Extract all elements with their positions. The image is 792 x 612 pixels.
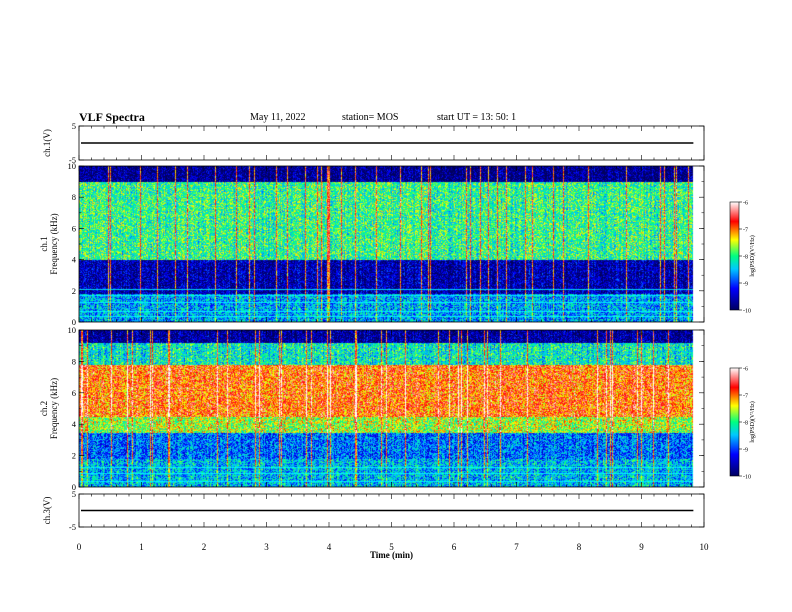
ch2-spectrogram-colorbar-tick: -10: [743, 475, 751, 481]
x-axis-label: Time (min): [370, 550, 413, 560]
ch3-waveform-y-axis-label: ch.3(V): [42, 497, 52, 525]
ch3-waveform-panel: 5 -5 ch.3(V): [42, 489, 705, 532]
ch2-spectrogram-panel: -6 -7 -8 -9 -10 log(PSD)(V²/Hz) 0 2 4 6 8 10 ch.2 Fre…: [39, 325, 756, 492]
ch1-spectrogram-colorbar-tick: -6: [743, 201, 748, 207]
ch3-waveform-y-tick-label: -5: [69, 522, 76, 532]
ch1-spectrogram-y-axis-label: Frequency (kHz): [49, 213, 59, 274]
ch1-spectrogram-colorbar-tick: -10: [743, 309, 751, 315]
ch1-spectrogram-y-tick-label: 8: [72, 192, 76, 202]
ch1-waveform-panel: 5 -5 ch.1(V): [42, 121, 705, 165]
ch2-spectrogram-y-tick-label: 4: [72, 419, 77, 429]
ch2-spectrogram-colorbar-tick: -9: [743, 448, 748, 454]
ch2-spectrogram-y-tick-label: 8: [72, 356, 76, 366]
x-tick-label: 3: [264, 542, 269, 552]
x-tick-label: 10: [700, 542, 710, 552]
ch1-spectrogram-colorbar-label: log(PSD)(V²/Hz): [749, 235, 756, 276]
ch1-spectrogram-colorbar-tick: -7: [743, 228, 748, 234]
ch1-spectrogram-y-tick-label: 6: [72, 223, 76, 233]
chart-title: VLF Spectra: [79, 110, 145, 124]
ch1-spectrogram-y-tick-label: 10: [68, 161, 77, 171]
ch2-spectrogram-colorbar-label: log(PSD)(V²/Hz): [749, 401, 756, 442]
ch2-spectrogram-colorbar-tick: -7: [743, 394, 748, 400]
ch2-spectrogram-y-tick-label: 6: [72, 388, 76, 398]
ch1-spectrogram-colorbar-tick: -9: [743, 282, 748, 288]
ch3-waveform-y-tick-label: 5: [72, 489, 76, 499]
x-tick-label: 7: [514, 542, 519, 552]
ch1-spectrogram-panel: -6 -7 -8 -9 -10 log(PSD)(V²/Hz) 0 2 4 6 8 10 ch.1 Fre…: [39, 161, 756, 327]
ch1-waveform-y-tick-label: 5: [72, 121, 76, 131]
x-tick-label: 5: [389, 542, 394, 552]
ch1-spectrogram-image: [79, 166, 704, 322]
x-axis: 0 1 2 3 4 5 6 7 8 9 10 Time (min): [77, 542, 709, 560]
start-time-label: start UT = 13: 50: 1: [437, 112, 517, 123]
ch1-waveform-y-tick-label: -5: [69, 155, 76, 165]
station-label: station= MOS: [342, 112, 399, 123]
x-tick-label: 1: [139, 542, 144, 552]
ch2-spectrogram-y-axis-label: ch.2: [39, 401, 49, 416]
ch2-spectrogram-colorbar: [729, 367, 740, 477]
ch1-spectrogram-y-axis-label: ch.1: [39, 236, 49, 251]
ch1-spectrogram-colorbar: [729, 201, 740, 311]
ch2-spectrogram-y-tick-label: 10: [68, 325, 77, 335]
x-tick-label: 6: [452, 542, 457, 552]
x-tick-label: 2: [202, 542, 207, 552]
x-tick-label: 4: [327, 542, 332, 552]
ch2-spectrogram-y-tick-label: 2: [72, 451, 76, 461]
ch1-spectrogram-y-tick-label: 0: [72, 317, 76, 327]
ch1-spectrogram-colorbar-tick: -8: [743, 255, 748, 261]
x-tick-label: 9: [639, 542, 644, 552]
ch2-spectrogram-colorbar-tick: -8: [743, 421, 748, 427]
ch1-spectrogram-y-tick-label: 2: [72, 286, 76, 296]
ch2-spectrogram-y-axis-label: Frequency (kHz): [49, 378, 59, 439]
ch1-waveform-y-axis-label: ch.1(V): [42, 129, 52, 157]
ch2-spectrogram-colorbar-tick: -6: [743, 367, 748, 373]
x-tick-label: 0: [77, 542, 82, 552]
ch1-spectrogram-y-tick-label: 4: [72, 255, 77, 265]
date-label: May 11, 2022: [250, 112, 306, 123]
x-tick-label: 8: [577, 542, 582, 552]
ch2-spectrogram-image: [79, 330, 704, 487]
ch2-spectrogram-y-tick-label: 0: [72, 482, 76, 492]
